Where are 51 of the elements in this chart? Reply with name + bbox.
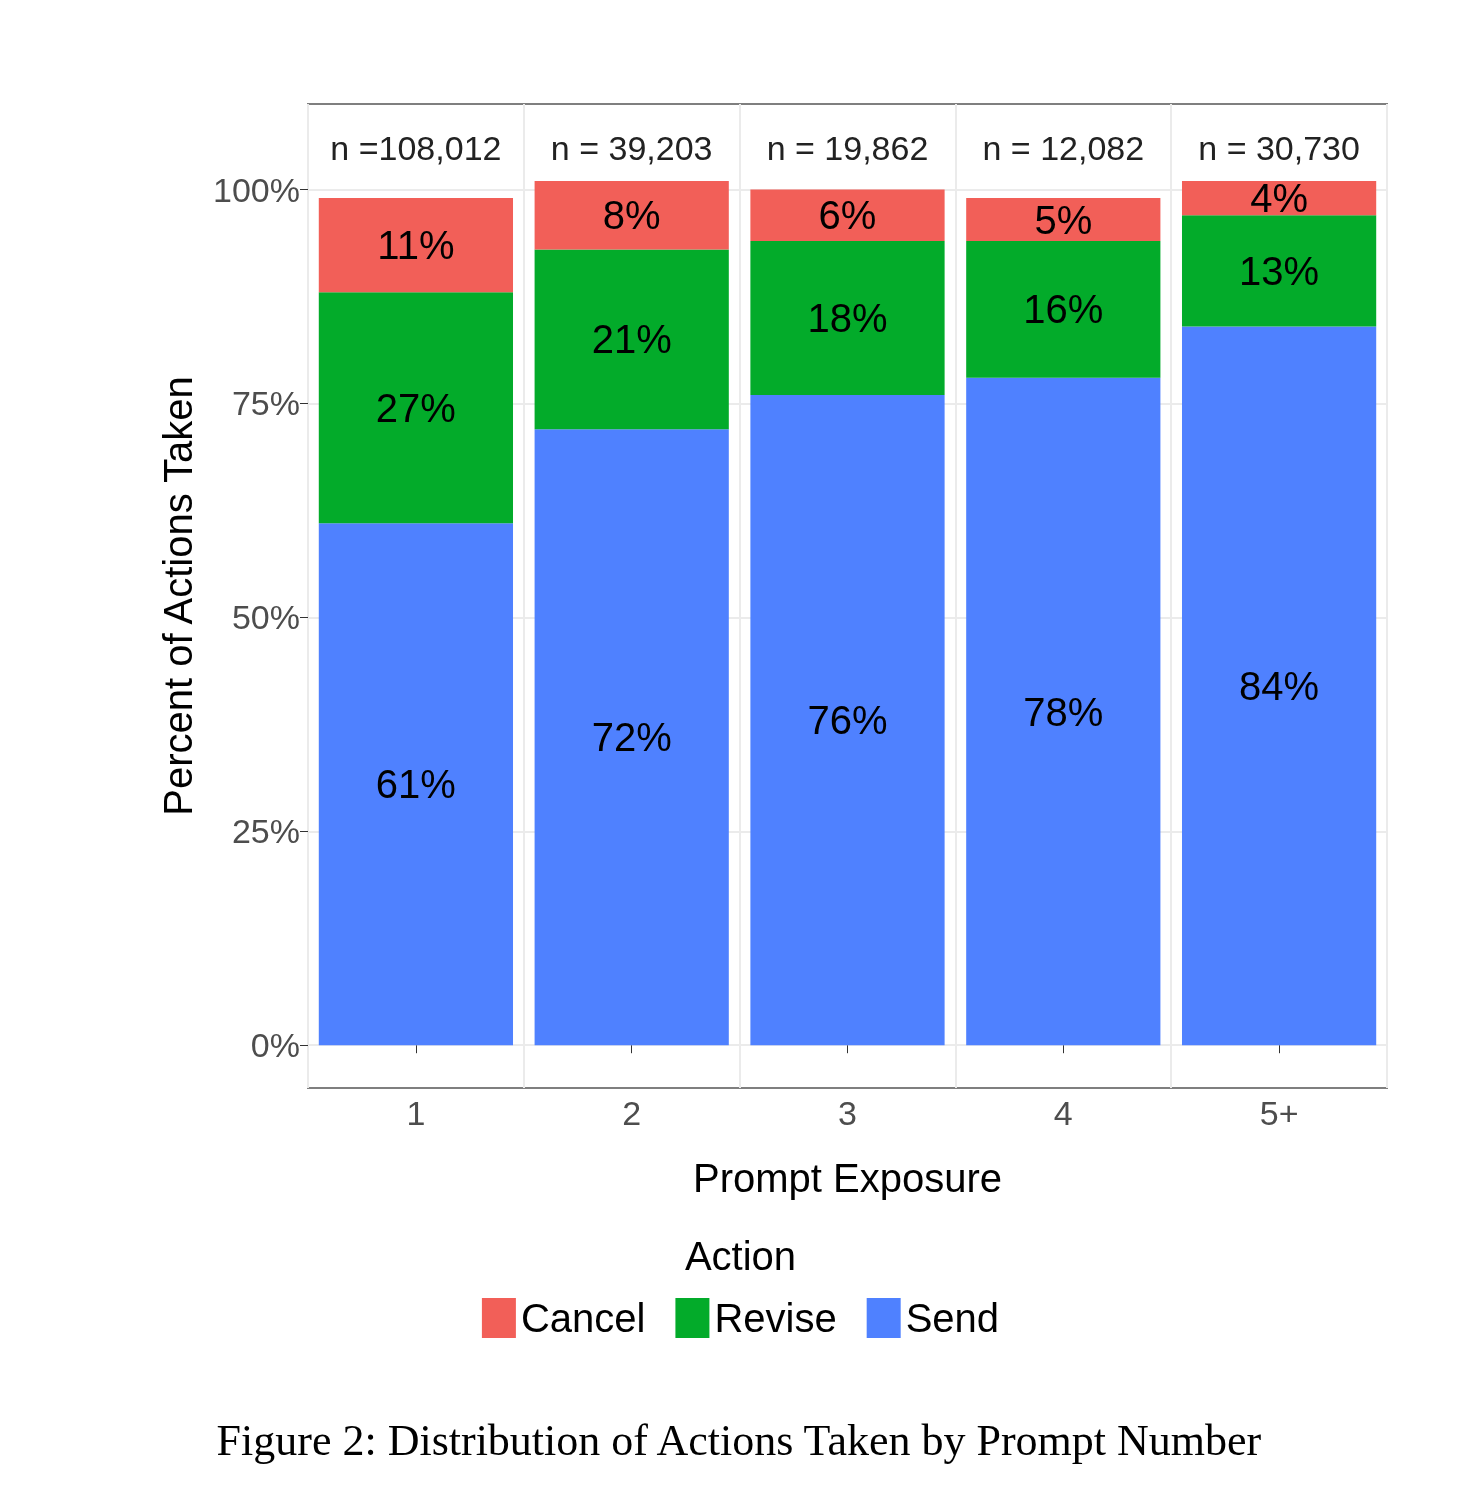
- bar: [750, 394, 945, 1046]
- bar: [318, 523, 514, 1046]
- annotation: n =108,012: [330, 129, 502, 167]
- data-label: 5%: [1034, 197, 1093, 242]
- data-label: 13%: [1239, 248, 1320, 293]
- bar: [318, 198, 514, 293]
- legend-label: Cancel: [520, 1296, 646, 1340]
- bar: [1181, 215, 1377, 327]
- data-label: 72%: [591, 715, 672, 760]
- data-label: 16%: [1023, 287, 1104, 332]
- bar: [966, 240, 1161, 378]
- legend-title: Action: [684, 1234, 797, 1278]
- bar: [318, 292, 514, 524]
- bar: [534, 181, 729, 250]
- y-tick-label: 75%: [231, 384, 300, 423]
- data-label: 21%: [591, 317, 672, 362]
- y-axis-title: Percent of Actions Taken: [156, 376, 200, 816]
- x-axis-title: Prompt Exposure: [692, 1156, 1003, 1200]
- data-label: 11%: [377, 223, 455, 268]
- bar: [1181, 326, 1377, 1046]
- data-label: 8%: [602, 193, 661, 238]
- data-label: 18%: [807, 295, 888, 340]
- y-tick-label: 100%: [213, 170, 300, 209]
- y-tick-label: 50%: [231, 598, 300, 637]
- x-tick-label: 3: [838, 1094, 857, 1132]
- data-label: 6%: [818, 193, 877, 238]
- data-label: 78%: [1023, 689, 1104, 734]
- annotation: n = 30,730: [1198, 129, 1360, 167]
- bar: [750, 240, 945, 395]
- data-label: 27%: [375, 385, 456, 430]
- y-tick-label: 25%: [231, 812, 300, 851]
- data-label: 76%: [807, 698, 888, 743]
- x-tick-label: 1: [406, 1094, 426, 1132]
- bar: [750, 189, 945, 241]
- annotation: n = 12,082: [982, 129, 1145, 167]
- x-tick-label: 5+: [1259, 1094, 1299, 1132]
- data-label: 84%: [1239, 663, 1320, 708]
- x-tick-label: 4: [1053, 1094, 1073, 1132]
- legend-label: Revise: [714, 1296, 837, 1340]
- annotation: n = 19,862: [766, 129, 929, 167]
- x-tick-label: 2: [622, 1094, 642, 1132]
- caption: Figure 2: Distribution of Actions Taken by Prompt Number: [216, 1415, 1262, 1465]
- legend-label: Send: [905, 1296, 1000, 1340]
- annotation: n = 39,203: [550, 129, 713, 167]
- bar: [966, 198, 1161, 241]
- data-label: 61%: [375, 762, 456, 807]
- y-tick-label: 0%: [250, 1026, 300, 1065]
- bar: [966, 377, 1161, 1046]
- data-label: 4%: [1250, 176, 1309, 221]
- bar: [534, 249, 729, 430]
- bar: [534, 429, 729, 1046]
